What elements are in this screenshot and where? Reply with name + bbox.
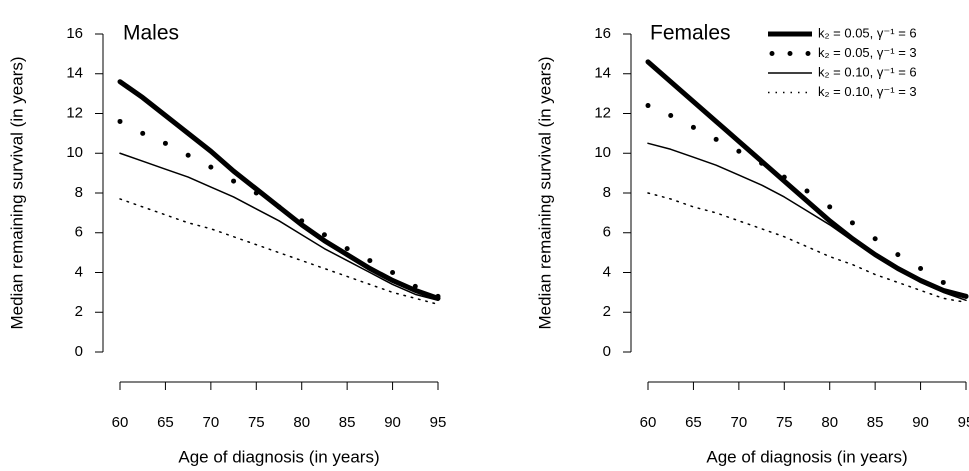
x-axis-label: Age of diagnosis (in years) — [178, 447, 379, 466]
data-point — [321, 232, 327, 238]
data-point — [162, 140, 168, 146]
data-point — [759, 160, 765, 166]
data-point — [253, 190, 259, 196]
data-point — [713, 136, 719, 142]
legend-swatch — [787, 51, 793, 56]
data-point — [367, 258, 373, 264]
data-line — [645, 59, 969, 299]
y-tick-label: 2 — [603, 303, 611, 320]
x-tick-label: 90 — [912, 414, 929, 431]
data-point — [895, 252, 901, 258]
data-point — [185, 152, 191, 158]
y-axis-label: Median remaining survival (in years) — [7, 56, 26, 329]
y-tick-label: 10 — [66, 144, 83, 161]
data-point — [390, 270, 396, 275]
x-tick-label: 75 — [248, 414, 265, 431]
y-tick-label: 0 — [603, 343, 611, 360]
x-tick-label: 95 — [958, 414, 969, 431]
y-tick-label: 8 — [75, 184, 83, 201]
x-tick-label: 65 — [685, 414, 702, 431]
legend-swatch — [769, 51, 775, 56]
legend-label: k₂ = 0.10, γ⁻¹ = 3 — [818, 84, 917, 99]
x-tick-label: 95 — [430, 414, 447, 431]
chart-title: Females — [650, 22, 731, 45]
data-line — [647, 142, 967, 302]
data-point — [231, 178, 237, 184]
data-point — [276, 204, 282, 210]
y-axis-label: Median remaining survival (in years) — [535, 56, 554, 329]
y-tick-label: 4 — [603, 263, 611, 280]
data-point — [781, 174, 787, 180]
data-line — [117, 79, 441, 301]
data-point — [299, 218, 305, 224]
legend-label: k₂ = 0.10, γ⁻¹ = 6 — [818, 64, 917, 79]
data-point — [140, 130, 146, 136]
x-tick-label: 90 — [384, 414, 401, 431]
data-point — [690, 124, 696, 130]
data-point — [963, 293, 969, 299]
x-axis-label: Age of diagnosis (in years) — [706, 447, 907, 466]
x-tick-label: 85 — [867, 414, 884, 431]
y-tick-label: 8 — [603, 184, 611, 201]
data-point — [804, 188, 810, 194]
data-line — [119, 198, 439, 306]
x-tick-label: 65 — [157, 414, 174, 431]
x-tick-label: 80 — [821, 414, 838, 431]
data-point — [872, 236, 878, 242]
y-tick-label: 6 — [603, 224, 611, 241]
data-point — [435, 293, 441, 299]
y-tick-label: 14 — [594, 65, 611, 82]
data-point — [412, 283, 418, 289]
x-tick-label: 85 — [339, 414, 356, 431]
data-point — [668, 112, 674, 118]
y-tick-label: 4 — [75, 263, 83, 280]
chart-title: Males — [123, 22, 179, 45]
x-tick-label: 60 — [640, 414, 657, 431]
legend-swatch — [805, 51, 811, 56]
y-tick-label: 12 — [66, 104, 83, 121]
y-tick-label: 12 — [594, 104, 611, 121]
y-tick-label: 14 — [66, 65, 83, 82]
y-tick-label: 10 — [594, 144, 611, 161]
x-tick-label: 70 — [203, 414, 220, 431]
data-point — [645, 103, 651, 109]
data-point — [918, 266, 924, 272]
y-tick-label: 16 — [66, 25, 83, 42]
data-point — [117, 118, 123, 124]
data-point — [736, 148, 742, 154]
x-tick-label: 75 — [776, 414, 793, 431]
x-tick-label: 70 — [731, 414, 748, 431]
x-tick-label: 60 — [112, 414, 129, 431]
data-line — [647, 192, 967, 304]
y-tick-label: 2 — [75, 303, 83, 320]
y-tick-label: 6 — [75, 224, 83, 241]
data-line — [119, 152, 439, 302]
legend-label: k₂ = 0.05, γ⁻¹ = 6 — [818, 25, 917, 40]
data-point — [827, 204, 833, 210]
data-point — [849, 220, 855, 226]
data-point — [208, 164, 214, 170]
data-point — [940, 279, 946, 285]
legend-label: k₂ = 0.05, γ⁻¹ = 3 — [818, 45, 917, 60]
y-tick-label: 0 — [75, 343, 83, 360]
x-tick-label: 80 — [293, 414, 310, 431]
y-tick-label: 16 — [594, 25, 611, 42]
data-point — [344, 246, 350, 252]
